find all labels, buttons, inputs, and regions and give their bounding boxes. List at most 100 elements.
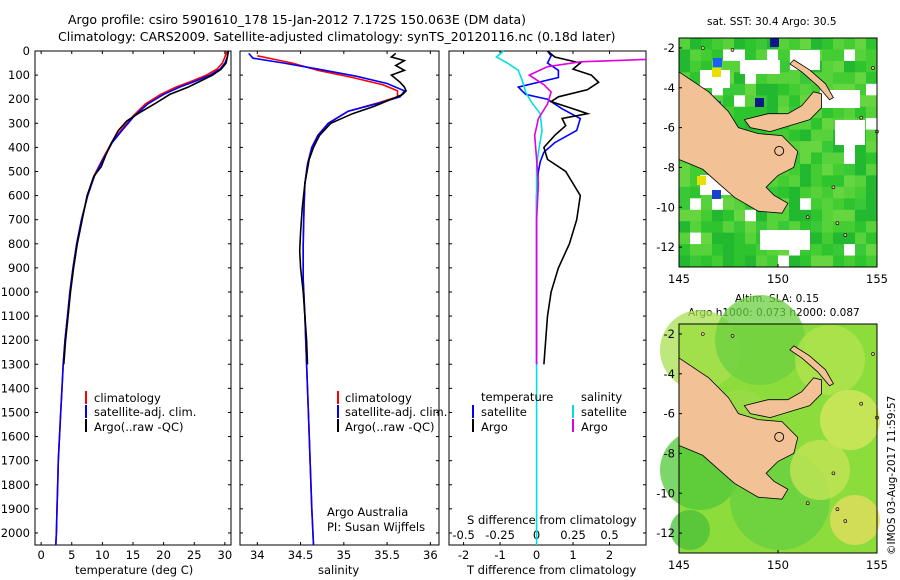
sst-cell [866,72,878,85]
land-small-island [871,66,875,70]
x-tick-label: 35.5 [374,548,400,562]
depth-tick-label: 1500 [1,405,30,419]
sst-cell [756,106,768,119]
sst-cell [800,38,812,50]
sst-cell [833,152,845,165]
sst-cell [855,209,867,222]
sst-cell [701,38,713,50]
legend-label-sal-argo: Argo [581,420,608,434]
sst-cell [833,106,845,119]
sst-cell [778,129,790,142]
sst-cell [855,72,867,85]
sst-cell [778,175,790,188]
legend-label-temp-argo: Argo [481,420,508,434]
sst-cell [690,60,702,73]
title-line-1: Argo profile: csiro 5901610_178 15-Jan-2… [68,12,526,27]
sst-cell [723,255,735,268]
sst-cell [701,198,713,211]
sst-cell [844,106,856,119]
sst-cell [789,129,801,142]
land-small-island [859,401,864,406]
sst-cell [734,232,746,245]
sst-cell [844,232,856,245]
sst-cell [734,221,746,234]
depth-tick-label: 1300 [1,357,30,371]
sst-anomaly-cell [712,68,721,77]
sst-cell [800,221,812,234]
sst-cell [778,186,790,199]
temperature-panel: 0 5 10 15 20 25 30 temperature (deg C) climato… [34,50,232,577]
land-small-island [700,332,705,336]
map-y-tick-label: -12 [656,526,675,540]
sst-cell [734,83,746,96]
sst-cell [679,49,691,62]
map-y-tick-label: -2 [664,41,675,55]
land-small-island [835,507,840,512]
sst-cell [712,244,724,256]
sst-cell [745,83,757,96]
depth-tick-label: 1100 [1,309,30,323]
difference-x2label: S difference from climatology [467,513,637,527]
sst-cell [811,141,823,153]
x2-tick-label: -0.5 [452,528,474,542]
series-line-climatology [257,55,399,546]
sst-cell [756,38,768,50]
sst-cell [866,186,878,199]
sst-cell [767,244,779,256]
sst-cell [712,232,724,245]
sst-cell [701,232,713,245]
sst-cell [844,152,856,165]
sst-cell [800,141,812,153]
sst-cell [756,221,768,234]
sst-cell [690,175,702,188]
sst-cell [701,60,713,73]
salinity-xlabel: salinity [318,563,359,577]
sst-cell [745,209,757,222]
sst-cell [789,163,801,176]
sst-cell [855,255,867,268]
sst-cell [844,49,856,62]
legend-label-argo: Argo(..raw -QC) [94,420,184,434]
sst-anomaly-cell [712,190,721,199]
sst-cell [822,38,834,50]
depth-tick-label: 1700 [1,454,30,468]
sst-cell [833,175,845,188]
sst-cell [789,38,801,50]
x-tick-label: 36 [423,548,438,562]
sst-cell [778,95,790,108]
x-tick-label: 10 [95,548,110,562]
depth-tick-label: 800 [8,237,30,251]
sst-cell [866,198,878,211]
depth-tick-label: 700 [8,213,30,227]
map-y-tick-label: -4 [664,81,675,95]
land-new-guinea [678,357,799,500]
sst-cell [789,255,801,268]
imos-credit: ©IMOS 03-Aug-2017 11:59:57 [886,396,898,555]
sst-cell [778,38,790,50]
sst-cell [822,209,834,222]
sst-cell [745,106,757,119]
depth-tick-label: 100 [8,68,30,82]
sst-cell [767,95,779,108]
map-y-tick-label: -8 [664,446,675,460]
sst-cell [690,72,702,85]
sst-cell [690,198,702,211]
map-y-tick-label: -12 [656,240,675,254]
depth-tick-label: 200 [8,92,30,106]
sst-cell [833,49,845,62]
land-small-island [831,471,836,476]
sst-cell [701,83,713,96]
sst-cell [800,83,812,96]
sst-cell [778,60,790,73]
sst-cell [734,49,746,62]
sst-cell [756,255,768,268]
series-line-salinity-satellite [494,50,543,545]
sst-cell [767,175,779,188]
land-small-island [835,221,840,225]
sst-cell [778,83,790,96]
sst-cell [745,221,757,234]
sst-cell [866,118,878,130]
series-line-argo [298,52,408,365]
x2-tick-label: 0.5 [600,528,618,542]
sst-cell [866,129,878,142]
